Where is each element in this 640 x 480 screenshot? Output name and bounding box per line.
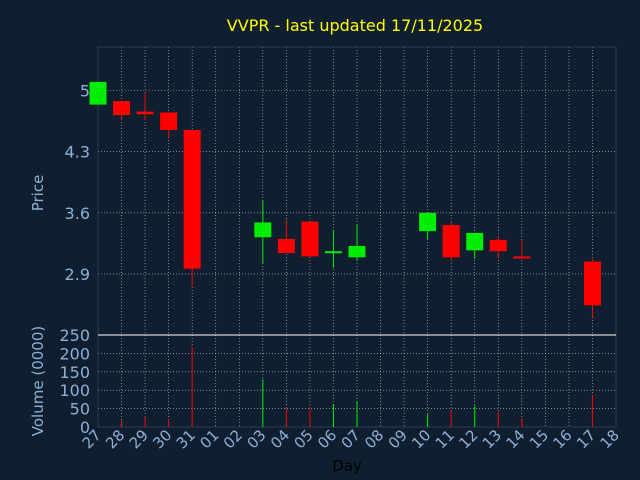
candle-body [254, 222, 272, 238]
candle-body [466, 232, 484, 251]
x-tick-label: 06 [314, 426, 340, 452]
price-tick-label: 5 [80, 82, 90, 101]
x-tick-label: 02 [220, 426, 246, 452]
x-tick-label: 31 [173, 426, 199, 452]
x-tick-label: 30 [149, 426, 175, 452]
x-tick-label: 17 [573, 426, 599, 452]
price-tick-label: 3.6 [65, 204, 90, 223]
x-tick-label: 12 [455, 426, 481, 452]
tick-layer: 54.33.62.9250200150100500272829303101020… [59, 82, 622, 453]
candle-body [419, 212, 437, 232]
x-tick-label: 13 [479, 426, 505, 452]
candle-body [113, 101, 131, 116]
candle-body [183, 129, 201, 269]
x-tick-label: 08 [361, 426, 387, 452]
volume-tick-label: 250 [59, 326, 90, 345]
x-tick-label: 14 [502, 426, 528, 452]
candle-body [160, 112, 178, 130]
x-tick-label: 11 [432, 426, 458, 452]
candle-body [513, 256, 531, 259]
x-tick-label: 16 [550, 426, 576, 452]
volume-tick-label: 200 [59, 344, 90, 363]
x-tick-label: 05 [291, 426, 317, 452]
x-tick-label: 03 [243, 426, 269, 452]
x-tick-label: 04 [267, 426, 293, 452]
x-tick-label: 10 [408, 426, 434, 452]
volume-tick-label: 50 [70, 400, 90, 419]
candle-body [348, 245, 366, 258]
x-axis-label: Day [332, 457, 362, 475]
mark-layer [89, 81, 601, 427]
volume-tick-label: 100 [59, 381, 90, 400]
x-tick-label: 07 [338, 426, 364, 452]
candle-body [89, 81, 107, 105]
candle-body [277, 239, 295, 253]
x-tick-label: 01 [196, 426, 222, 452]
candle-body [324, 251, 342, 254]
x-tick-label: 09 [385, 426, 411, 452]
candle-body [489, 239, 507, 252]
x-tick-label: 29 [126, 426, 152, 452]
x-tick-label: 15 [526, 426, 552, 452]
x-tick-label: 18 [597, 426, 623, 452]
candle-body [583, 261, 601, 306]
volume-tick-label: 0 [80, 418, 90, 437]
x-tick-label: 28 [102, 426, 128, 452]
price-tick-label: 4.3 [65, 143, 90, 162]
candle-body [442, 225, 460, 258]
price-axis-label: Price [29, 175, 47, 212]
candle-body [136, 111, 154, 115]
price-tick-label: 2.9 [65, 265, 90, 284]
chart-title: VVPR - last updated 17/11/2025 [227, 16, 483, 35]
volume-axis-label: Volume (0000) [29, 326, 47, 436]
candle-body [301, 221, 319, 257]
volume-tick-label: 150 [59, 363, 90, 382]
